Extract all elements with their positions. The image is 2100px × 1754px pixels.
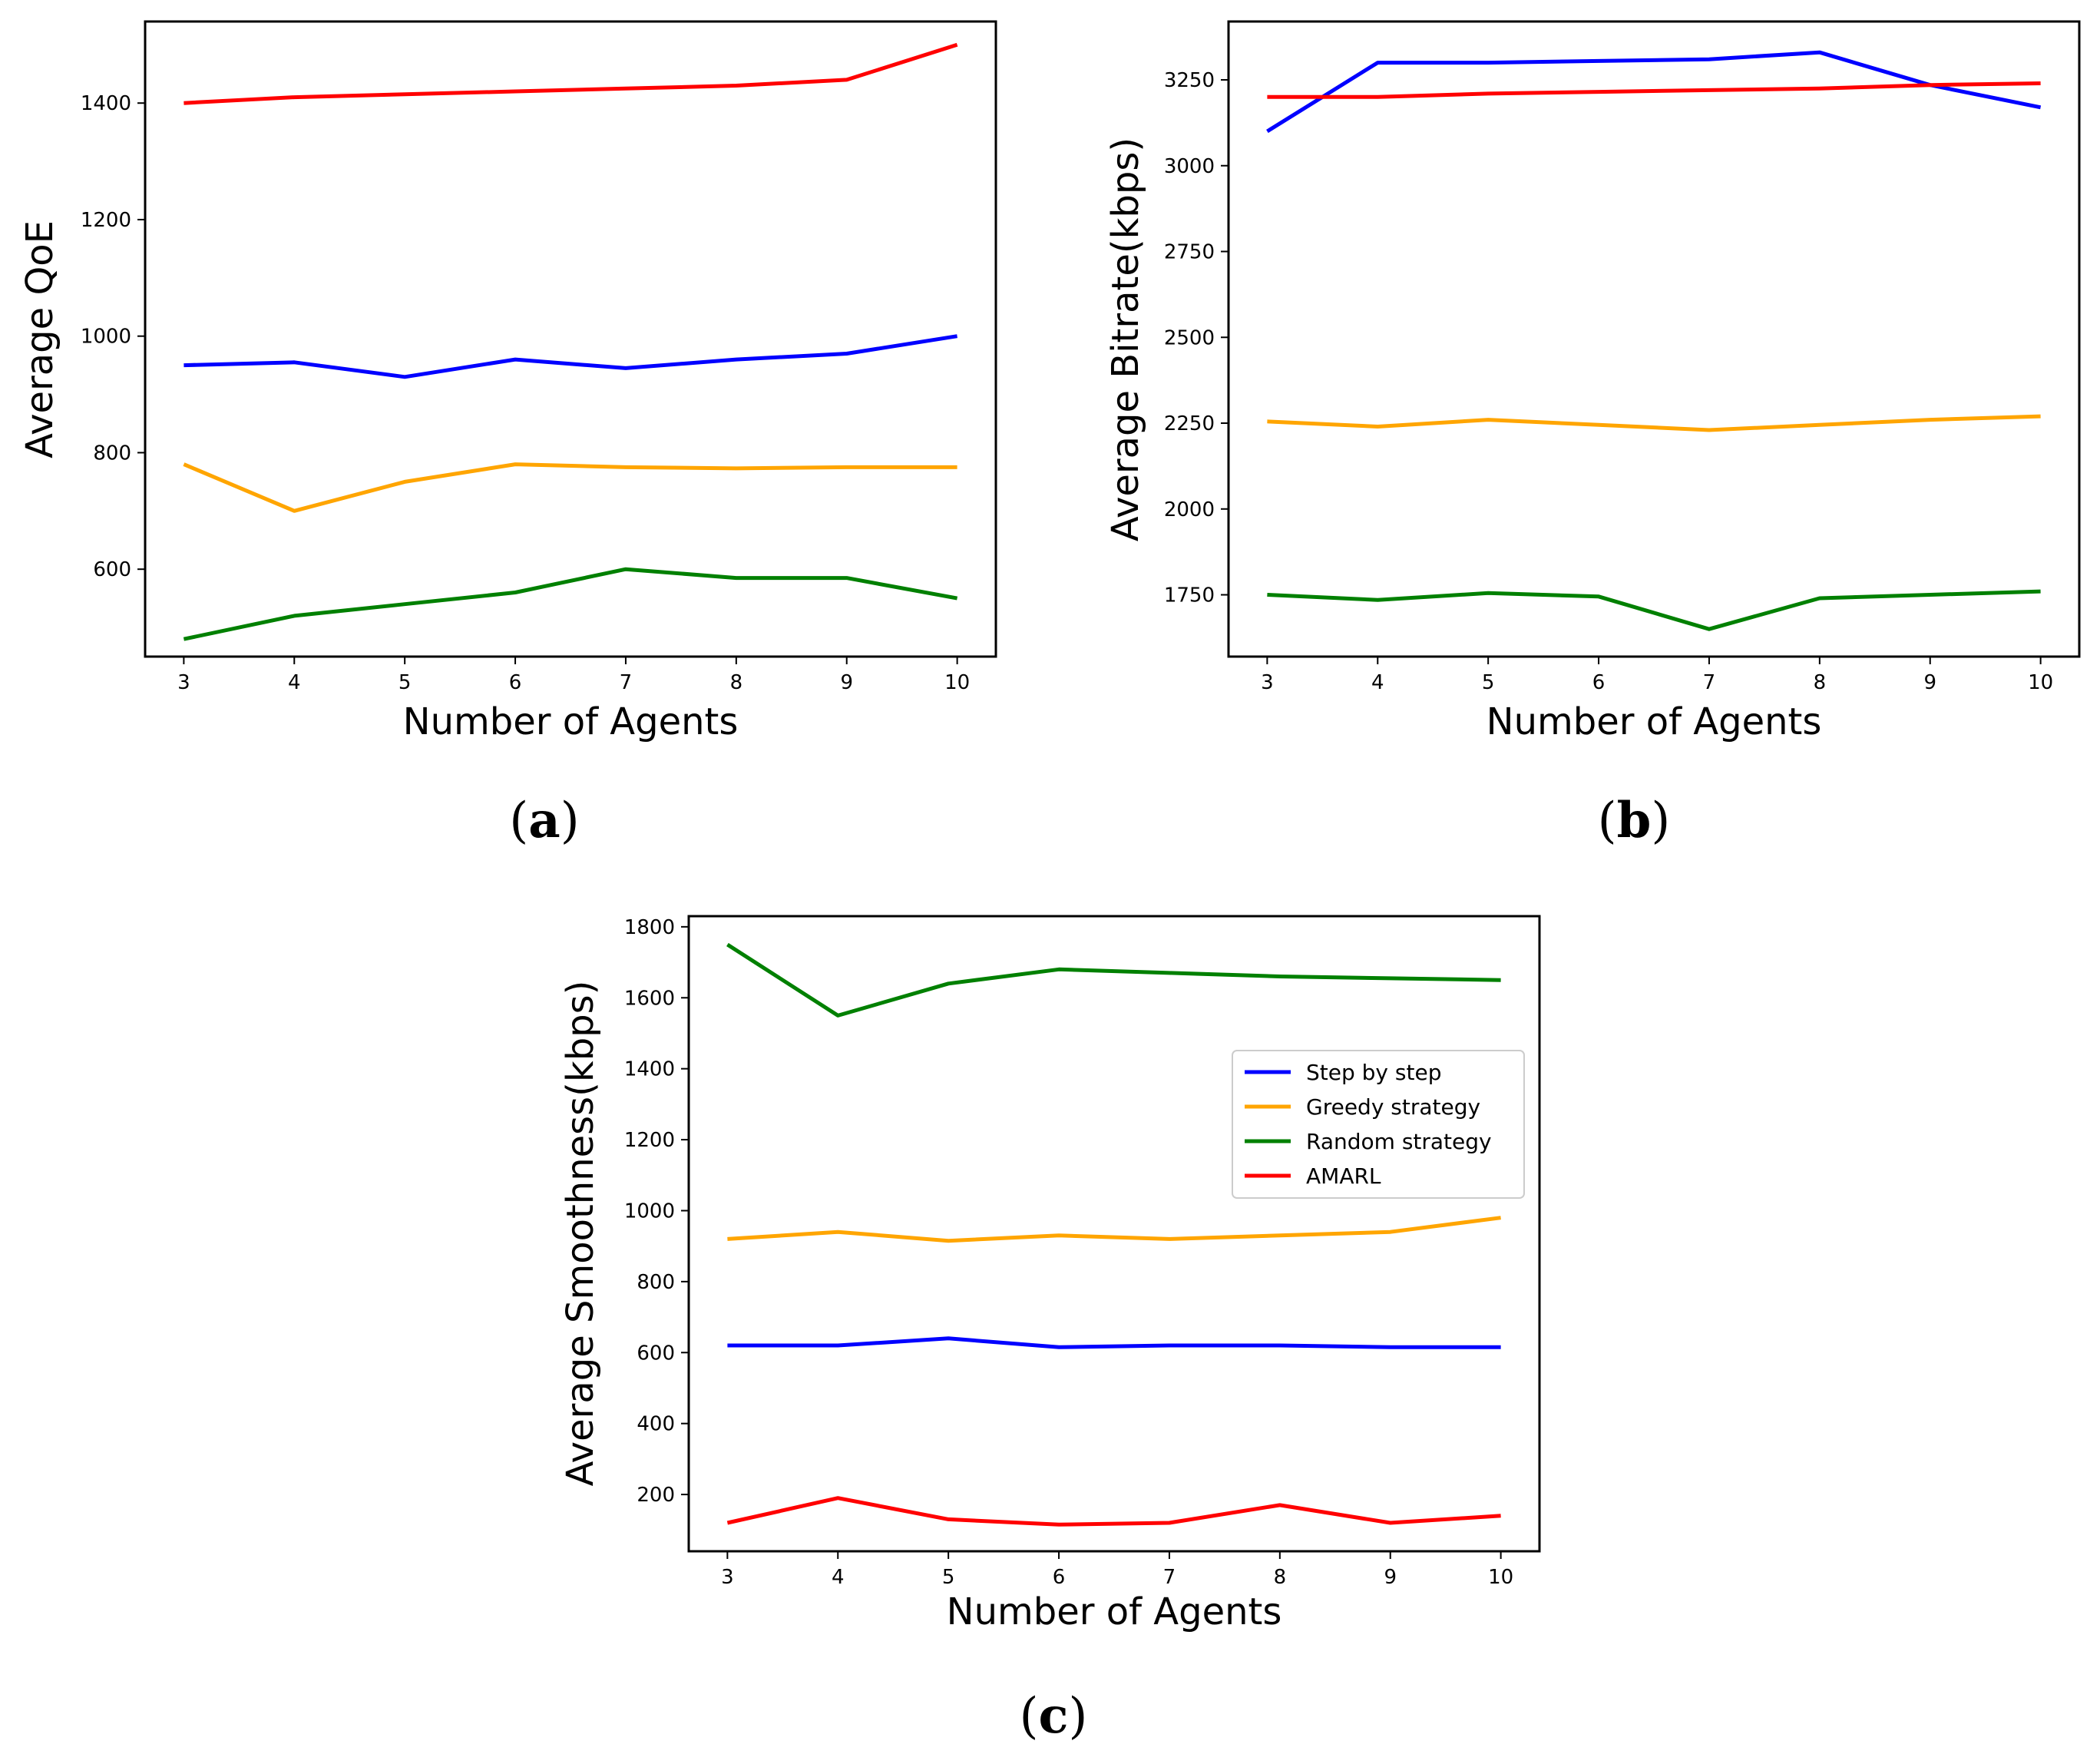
chart-a-xtick-label: 5 bbox=[399, 671, 412, 694]
chart-c-frame bbox=[687, 915, 1541, 1553]
chart-a-ylabel: Average QoE bbox=[18, 220, 61, 458]
chart-b-series-step-by-step bbox=[1266, 50, 2042, 134]
chart-a-ticks: 3 4 5 6 7 8 9 10 600 800 1000 1200 1400 bbox=[81, 92, 970, 694]
chart-c-series-greedy-strategy bbox=[727, 1216, 1501, 1243]
chart-c-panel-label: (c) bbox=[1020, 1687, 1088, 1745]
chart-b-ytick-label: 3000 bbox=[1164, 155, 1215, 178]
chart-a-series-greedy-strategy bbox=[183, 462, 957, 513]
chart-c: 3 4 5 6 7 8 9 10 200 400 600 800 1000 1200 1400 1600 180… bbox=[559, 915, 1541, 1745]
chart-a-series-random-strategy bbox=[183, 567, 958, 641]
chart-c-xtick-label: 5 bbox=[942, 1566, 955, 1589]
chart-b-series-greedy-strategy bbox=[1267, 414, 2041, 432]
chart-a-xtick-label: 8 bbox=[730, 671, 743, 694]
chart-c-ytick-label: 1000 bbox=[624, 1200, 675, 1223]
chart-c-legend-label: Step by step bbox=[1306, 1060, 1441, 1085]
chart-a-panel-label: (a) bbox=[509, 792, 579, 849]
chart-c-legend: Step by step Greedy strategy Random strate… bbox=[1232, 1050, 1525, 1199]
chart-c-legend-label: AMARL bbox=[1306, 1163, 1381, 1189]
chart-b-xtick-label: 10 bbox=[2028, 671, 2053, 694]
chart-b-series-random-strategy bbox=[1267, 589, 2041, 631]
chart-a-xtick-label: 6 bbox=[509, 671, 522, 694]
chart-c-ytick-label: 400 bbox=[637, 1413, 675, 1436]
chart-b: 3 4 5 6 7 8 9 10 1750 2000 2250 2500 2750 3000 3250 Nu… bbox=[1104, 20, 2081, 849]
chart-a-ytick-label: 1000 bbox=[81, 326, 131, 349]
chart-c-legend-frame bbox=[1232, 1050, 1525, 1199]
chart-a-ytick-label: 1200 bbox=[81, 209, 131, 232]
chart-b-xtick-label: 4 bbox=[1371, 671, 1384, 694]
chart-c-series-random-strategy bbox=[726, 942, 1501, 1018]
chart-c-ytick-label: 1400 bbox=[624, 1058, 675, 1081]
chart-b-xtick-label: 6 bbox=[1592, 671, 1606, 694]
chart-b-ytick-label: 2250 bbox=[1164, 412, 1215, 435]
chart-b-ytick-label: 2000 bbox=[1164, 498, 1215, 521]
chart-b-xtick-label: 5 bbox=[1482, 671, 1495, 694]
chart-c-xtick-label: 10 bbox=[1488, 1566, 1513, 1589]
chart-b-panel-label: (b) bbox=[1598, 792, 1671, 849]
chart-c-xtick-label: 3 bbox=[721, 1566, 734, 1589]
chart-a-ytick-label: 1400 bbox=[81, 92, 131, 115]
chart-c-ytick-label: 800 bbox=[637, 1271, 675, 1294]
chart-b-frame bbox=[1227, 20, 2081, 658]
chart-c-legend-label: Greedy strategy bbox=[1306, 1094, 1480, 1120]
chart-b-series bbox=[1266, 50, 2042, 631]
chart-a-ytick-label: 600 bbox=[93, 558, 131, 581]
chart-a-ytick-label: 800 bbox=[93, 442, 131, 465]
chart-a-xtick-label: 7 bbox=[620, 671, 633, 694]
chart-c-xtick-label: 9 bbox=[1384, 1566, 1397, 1589]
chart-c-ytick-label: 1200 bbox=[624, 1129, 675, 1152]
chart-c-xtick-label: 8 bbox=[1274, 1566, 1287, 1589]
chart-b-xtick-label: 3 bbox=[1261, 671, 1274, 694]
chart-a-series-amarl bbox=[184, 42, 958, 105]
chart-c-xtick-label: 4 bbox=[832, 1566, 845, 1589]
chart-c-xlabel: Number of Agents bbox=[947, 1590, 1282, 1633]
chart-c-series bbox=[726, 942, 1501, 1527]
chart-b-xtick-label: 7 bbox=[1703, 671, 1716, 694]
chart-a-xtick-label: 9 bbox=[840, 671, 853, 694]
chart-a-xtick-label: 4 bbox=[288, 671, 301, 694]
chart-b-ytick-label: 2750 bbox=[1164, 241, 1215, 264]
chart-b-ytick-label: 2500 bbox=[1164, 326, 1215, 349]
chart-a-series-step-by-step bbox=[184, 334, 957, 379]
chart-b-ticks: 3 4 5 6 7 8 9 10 1750 2000 2250 2500 2750 3000 3250 bbox=[1164, 69, 2053, 694]
chart-c-ytick-label: 200 bbox=[637, 1484, 675, 1507]
chart-c-ytick-label: 600 bbox=[637, 1342, 675, 1365]
chart-c-ytick-label: 1800 bbox=[624, 916, 675, 939]
chart-b-series-amarl bbox=[1267, 81, 2041, 99]
chart-c-series-step-by-step bbox=[727, 1336, 1501, 1349]
chart-c-series-amarl bbox=[726, 1496, 1501, 1527]
chart-b-xtick-label: 8 bbox=[1814, 671, 1827, 694]
chart-c-xtick-label: 6 bbox=[1053, 1566, 1066, 1589]
chart-c-ticks: 3 4 5 6 7 8 9 10 200 400 600 800 1000 1200 1400 1600 180… bbox=[624, 916, 1513, 1589]
chart-a: 3 4 5 6 7 8 9 10 600 800 1000 1200 1400 Number of Ag… bbox=[18, 20, 997, 849]
chart-a-series bbox=[183, 42, 958, 641]
chart-b-ytick-label: 3250 bbox=[1164, 69, 1215, 92]
chart-b-xlabel: Number of Agents bbox=[1487, 700, 1822, 743]
chart-c-legend-label: Random strategy bbox=[1306, 1129, 1492, 1154]
chart-a-xlabel: Number of Agents bbox=[403, 700, 739, 743]
chart-a-frame bbox=[144, 20, 997, 658]
chart-b-ytick-label: 1750 bbox=[1164, 584, 1215, 607]
chart-a-xtick-label: 10 bbox=[944, 671, 970, 694]
chart-c-xtick-label: 7 bbox=[1163, 1566, 1176, 1589]
chart-b-ylabel: Average Bitrate(kbps) bbox=[1104, 137, 1147, 541]
chart-b-xtick-label: 9 bbox=[1923, 671, 1936, 694]
chart-c-ylabel: Average Smoothness(kbps) bbox=[559, 981, 602, 1487]
chart-a-xtick-label: 3 bbox=[177, 671, 190, 694]
chart-c-ytick-label: 1600 bbox=[624, 987, 675, 1010]
